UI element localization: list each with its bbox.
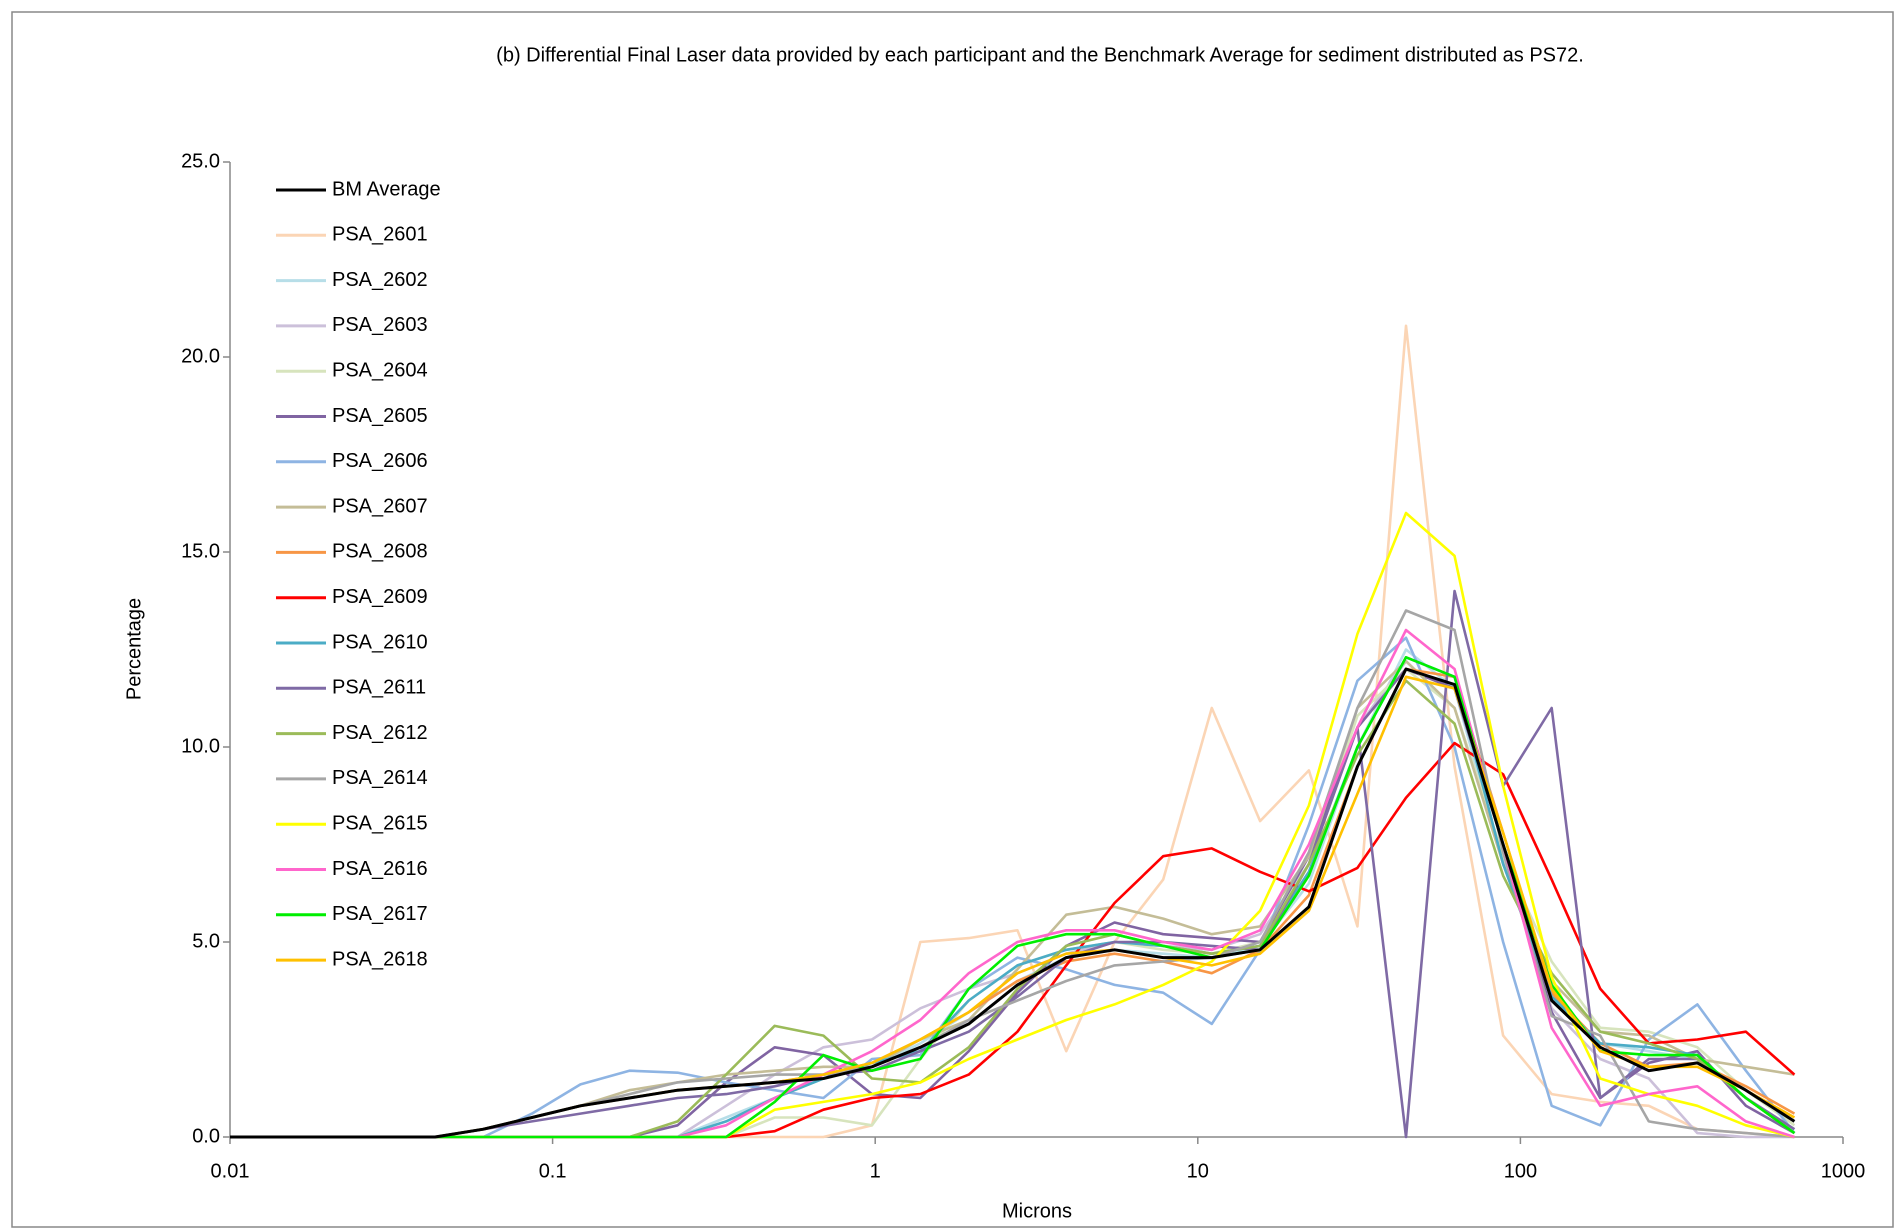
series-line (230, 636, 1796, 1139)
x-axis-label: Microns (1002, 1200, 1072, 1222)
chart-title: (b) Differential Final Laser data provid… (496, 44, 1584, 66)
y-axis-label: Percentage (123, 598, 145, 700)
legend-label: PSA_2617 (332, 903, 428, 925)
x-tick-label: 1000 (1821, 1160, 1866, 1182)
legend-label: PSA_2614 (332, 767, 428, 789)
x-tick-label: 0.01 (211, 1160, 250, 1182)
series-line (230, 667, 1796, 1139)
legend-label: PSA_2610 (332, 631, 428, 653)
legend-label: PSA_2603 (332, 314, 428, 336)
legend-label: PSA_2618 (332, 948, 428, 970)
y-tick-label: 0.0 (192, 1125, 220, 1147)
legend-label: PSA_2607 (332, 495, 428, 517)
legend-label: PSA_2609 (332, 586, 428, 608)
legend-label: PSA_2615 (332, 812, 428, 834)
legend-label: PSA_2604 (332, 359, 428, 381)
legend-label: PSA_2605 (332, 405, 428, 427)
legend-label: PSA_2602 (332, 269, 428, 291)
legend-label: PSA_2606 (332, 450, 428, 472)
y-tick-label: 20.0 (181, 345, 220, 367)
legend-label: PSA_2601 (332, 224, 428, 246)
legend-label: PSA_2608 (332, 541, 428, 563)
legend-label: BM Average (332, 178, 441, 200)
x-tick-label: 10 (1187, 1160, 1209, 1182)
x-tick-label: 1 (870, 1160, 881, 1182)
legend-label: PSA_2612 (332, 722, 428, 744)
y-tick-label: 15.0 (181, 540, 220, 562)
y-tick-label: 10.0 (181, 735, 220, 757)
legend-label: PSA_2616 (332, 858, 428, 880)
y-tick-label: 25.0 (181, 150, 220, 172)
legend-label: PSA_2611 (332, 677, 426, 699)
x-tick-label: 0.1 (539, 1160, 567, 1182)
y-tick-label: 5.0 (192, 930, 220, 952)
x-tick-label: 100 (1504, 1160, 1537, 1182)
